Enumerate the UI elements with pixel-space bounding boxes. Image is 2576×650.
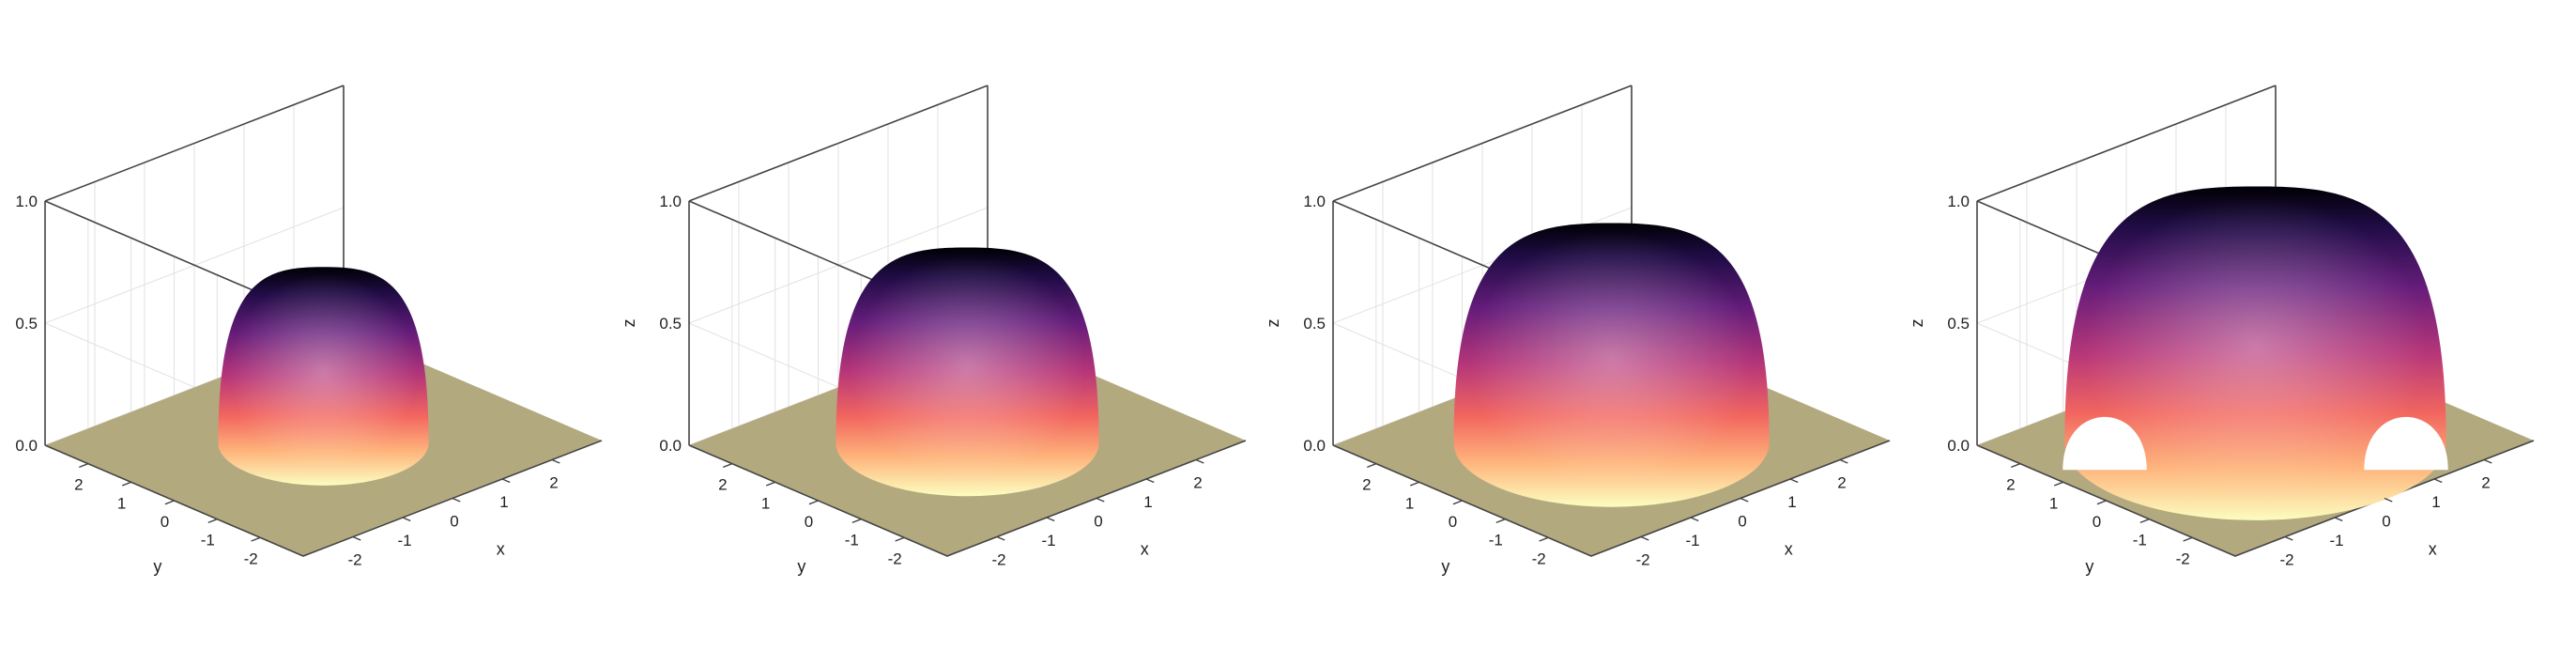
y-tick-label: 1 [761, 494, 770, 512]
surface-highlight [836, 247, 1099, 497]
y-tick-label: 0 [1449, 513, 1457, 531]
z-tick-label: 1.0 [659, 193, 682, 210]
y-tick-label: 2 [718, 476, 727, 494]
y-tick-label: -2 [888, 549, 902, 567]
x-tick-label: 0 [1094, 513, 1102, 531]
x-tick-label: -1 [2329, 532, 2343, 549]
z-tick-label: 0.0 [15, 437, 38, 455]
x-axis-label: x [2429, 539, 2437, 558]
z-tick-label: 0.0 [1947, 437, 1970, 455]
y-axis-label: y [797, 557, 805, 576]
x-tick-label: 2 [1193, 474, 1202, 492]
clipped-arch [2364, 416, 2448, 471]
y-tick-label: 2 [2006, 476, 2015, 494]
y-tick-label: -1 [1489, 532, 1503, 549]
y-tick-label: 1 [1405, 494, 1414, 512]
y-tick-label: 2 [1362, 476, 1371, 494]
x-tick-label: 2 [1837, 474, 1846, 492]
z-tick-label: 0.5 [1947, 315, 1970, 333]
y-tick-label: 0 [2093, 513, 2101, 531]
x-tick-label: 1 [1787, 493, 1796, 511]
chart-panel-4: -2 -1 0 1 2 -2 -1 0 1 2 0.0 0.5 1.0 x y z [1908, 85, 2535, 576]
z-axis-label: z [1908, 319, 1926, 328]
x-tick-label: -1 [1041, 532, 1055, 549]
x-tick-label: -2 [991, 551, 1005, 569]
y-tick-label: 1 [117, 494, 126, 512]
x-tick-label: 2 [549, 474, 558, 492]
x-tick-label: -1 [1685, 532, 1699, 549]
z-tick-label: 0.0 [1303, 437, 1326, 455]
x-axis-label: x [1785, 539, 1793, 558]
y-tick-label: 1 [2049, 494, 2058, 512]
y-tick-label: -2 [2176, 549, 2190, 567]
x-tick-label: 1 [2431, 493, 2440, 511]
x-tick-label: 0 [1738, 513, 1746, 531]
x-axis-label: x [1141, 539, 1149, 558]
x-tick-label: 2 [2481, 474, 2490, 492]
x-tick-label: -1 [397, 532, 411, 549]
z-tick-label: 1.0 [1303, 193, 1326, 210]
x-tick-label: -2 [347, 551, 361, 569]
x-tick-label: 1 [1143, 493, 1152, 511]
y-tick-label: 0 [161, 513, 169, 531]
chart-panel-2: -2 -1 0 1 2 -2 -1 0 1 2 0.0 0.5 1.0 x y z [620, 85, 1247, 576]
surface-highlight [2064, 186, 2446, 520]
y-axis-label: y [1441, 557, 1449, 576]
y-tick-label: -2 [1532, 549, 1546, 567]
x-tick-label: -2 [2279, 551, 2293, 569]
y-tick-label: -2 [244, 549, 258, 567]
y-tick-label: 2 [74, 476, 83, 494]
y-tick-label: -1 [201, 532, 215, 549]
x-tick-label: 0 [2382, 513, 2390, 531]
y-axis-label: y [153, 557, 161, 576]
y-tick-label: -1 [2133, 532, 2147, 549]
x-tick-label: 1 [499, 493, 508, 511]
x-tick-label: -2 [1635, 551, 1649, 569]
z-tick-label: 0.5 [1303, 315, 1326, 333]
z-tick-label: 1.0 [1947, 193, 1970, 210]
chart-panel-1: -2 -1 0 1 2 -2 -1 0 1 2 0.0 0.5 1.0 x y [15, 85, 603, 576]
z-axis-label: z [620, 319, 638, 328]
z-tick-label: 0.5 [659, 315, 682, 333]
z-tick-label: 0.5 [15, 315, 38, 333]
z-tick-label: 0.0 [659, 437, 682, 455]
x-axis-label: x [497, 539, 505, 558]
surface-highlight [218, 267, 429, 486]
chart-panel-3: -2 -1 0 1 2 -2 -1 0 1 2 0.0 0.5 1.0 x y z [1264, 85, 1891, 576]
y-tick-label: 0 [805, 513, 813, 531]
z-axis-label: z [1264, 319, 1282, 328]
clipped-arch [2062, 416, 2147, 471]
x-tick-label: 0 [450, 513, 458, 531]
y-axis-label: y [2085, 557, 2093, 576]
y-tick-label: -1 [845, 532, 859, 549]
z-tick-label: 1.0 [15, 193, 38, 210]
surface-highlight [1453, 223, 1770, 507]
